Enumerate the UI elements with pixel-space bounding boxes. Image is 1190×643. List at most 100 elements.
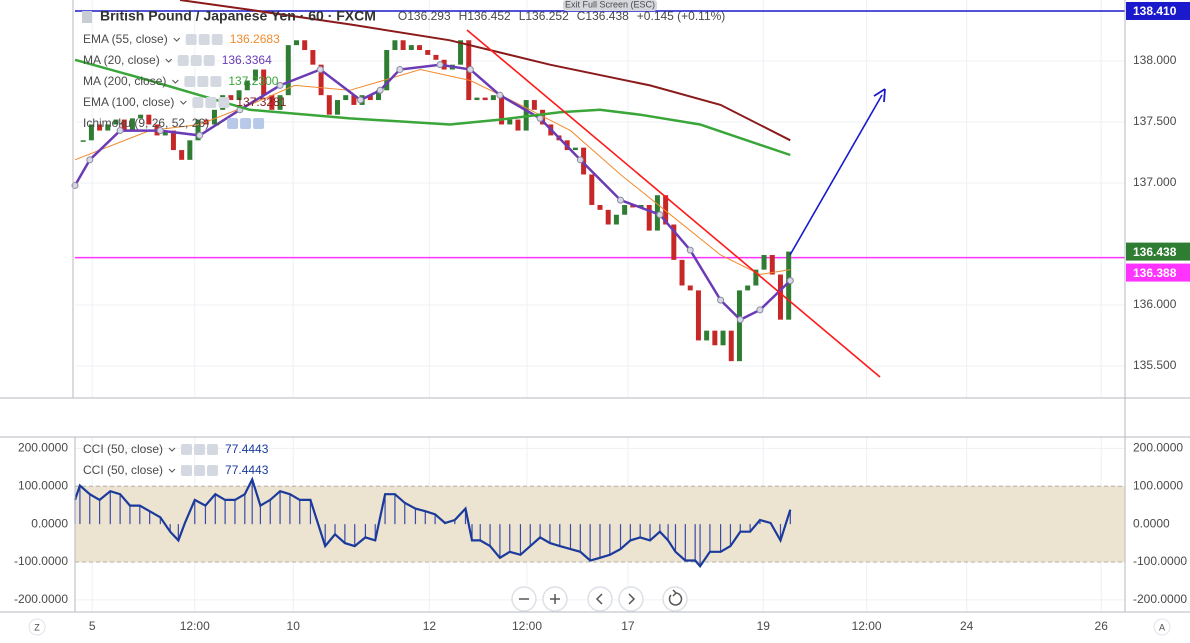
candle [170,130,176,151]
candle [622,204,628,215]
corner-button-text[interactable]: Z [34,622,40,632]
y-tick-label: 100.0000 [18,478,68,492]
candle [630,204,636,208]
candle [351,95,357,105]
candle [269,95,275,110]
indicator-point [617,196,625,204]
y-tick-label: -100.0000 [1133,554,1187,568]
x-tick-label: 17 [621,619,635,633]
legend-button [207,465,219,476]
indicator-point [116,127,124,135]
legend-label: EMA (100, close) [83,95,174,109]
legend-button [184,76,196,87]
x-tick-label: 24 [960,619,974,633]
candle [277,95,283,110]
candle [187,140,193,160]
candle [310,50,316,65]
candle [581,147,587,175]
candle [138,114,144,119]
candle [704,330,710,341]
candle [646,204,652,231]
y-tick-label: 100.0000 [1133,478,1183,492]
candle [712,330,718,346]
reset-button[interactable] [662,586,688,612]
candle [417,45,423,51]
candle [236,90,242,101]
indicator-point [536,114,544,122]
indicator-point [576,156,584,164]
scroll-left-icon [595,593,603,605]
y-tick-label: 0.0000 [31,516,68,530]
candle [129,118,135,131]
legend-label: CCI (50, close) [83,463,163,477]
candle [335,100,340,115]
scroll-left-button[interactable] [587,586,613,612]
candle [211,109,217,125]
scroll-right-icon [628,593,636,605]
candle [162,130,168,136]
candle [458,40,464,65]
candle [367,95,373,101]
corner-button-text[interactable]: A [1159,622,1165,632]
candle [745,285,751,291]
legend-value: 137.2300 [228,74,278,88]
fullscreen-pill[interactable] [563,0,657,11]
indicator-point [156,127,164,135]
indicator-point [656,211,664,219]
indicator-point [466,66,474,74]
candle [88,124,94,141]
price-label: 136.388 [1133,266,1177,280]
candle [425,50,431,55]
legend-chevron [172,79,179,84]
candle [400,40,406,51]
legend-button [181,465,193,476]
legend-label: MA (20, close) [83,53,160,67]
corner-button[interactable] [1153,618,1171,636]
legend-label: CCI (50, close) [83,442,163,456]
legend-button [194,465,206,476]
price-label-box [1126,263,1190,282]
y-tick-label: 200.0000 [1133,441,1183,455]
candle [671,224,677,260]
y-tick-label: 0.0000 [1133,516,1170,530]
candle [293,40,299,46]
arrow-head [873,88,886,103]
legend-value: 137.3281 [236,95,286,109]
y-tick-label: -200.0000 [1133,592,1187,606]
arrow-line [789,94,883,256]
x-tick-label: 12:00 [852,619,882,633]
y-tick-label: 137.500 [1133,114,1177,128]
scroll-right-button[interactable] [618,586,644,612]
indicator-point [686,246,694,254]
candle [720,330,726,346]
legend-button [197,76,209,87]
fullscreen-text[interactable]: Exit Full Screen (ESC) [565,0,655,9]
candle [97,124,103,131]
legend-label: EMA (55, close) [83,32,168,46]
candle [261,69,267,96]
candle [121,119,127,131]
candle [179,150,185,160]
candle [663,195,669,225]
legend-button [218,97,230,108]
legend-value: 136.2683 [230,32,280,46]
candle [474,97,480,101]
candle [482,97,488,101]
candle [679,259,685,286]
candle [589,174,595,205]
candle [597,204,603,210]
x-tick-label: 12:00 [512,619,542,633]
price-label-box [1126,1,1190,20]
candle [113,119,119,125]
corner-button[interactable] [28,618,46,636]
legend-button [207,444,219,455]
candle [515,119,521,131]
indicator-point [436,61,444,69]
candle [244,80,250,91]
candle [761,255,767,270]
indicator-line [74,58,791,157]
zoom-toolbar [511,586,688,612]
y-tick-label: 138.000 [1133,53,1177,67]
x-tick-label: 12:00 [180,619,210,633]
